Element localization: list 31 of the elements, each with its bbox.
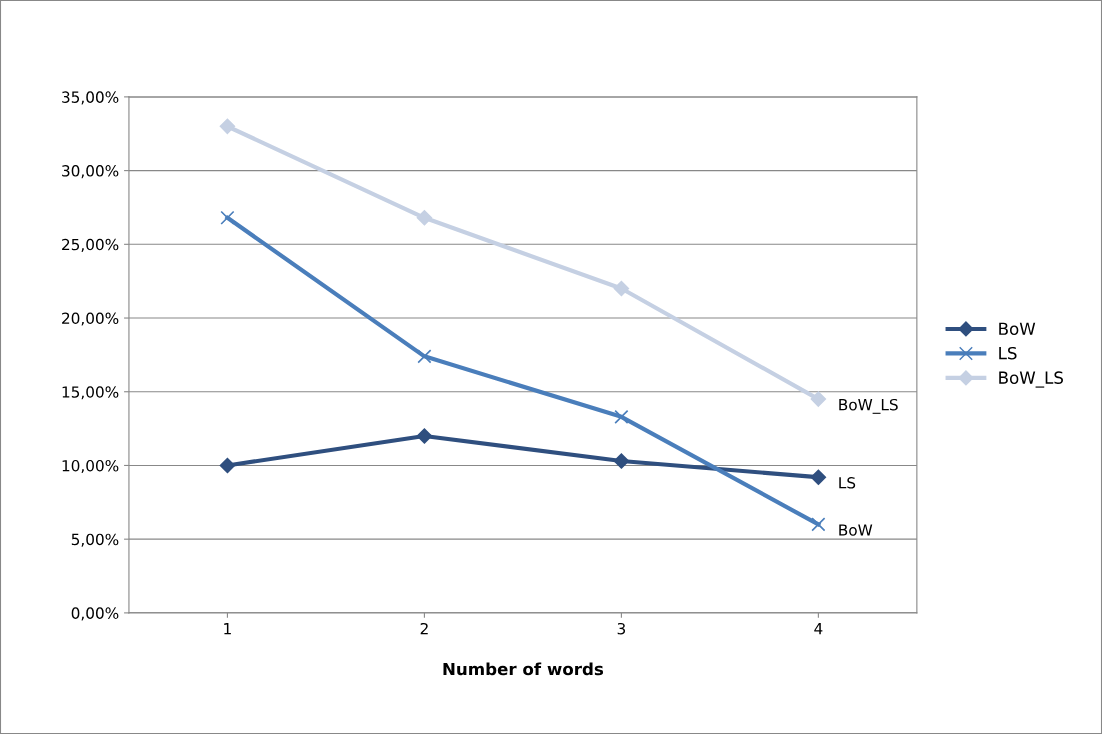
annotation: BoW_LS [839,398,898,414]
point [219,118,236,135]
x-tick-label: 2 [420,622,428,635]
legend-label: BoW [999,322,1036,336]
legend-label: LS [999,346,1017,360]
legend-label: BoW_LS [999,371,1063,388]
x-tick-label: 3 [617,622,626,635]
y-tick-label: 20,00% [62,312,119,326]
x-tick-label: 4 [814,623,823,635]
y-tick-label: 15,00% [62,386,119,400]
point [810,391,827,407]
y-tick-label: 30,00% [62,165,119,179]
point [810,469,827,485]
point [613,280,630,297]
y-tick-label: 0,00% [71,607,119,621]
point [613,453,630,469]
point [811,517,826,532]
point [220,210,235,225]
x-tick-label: 1 [224,623,231,635]
x-axis-title: Number of words [443,662,604,676]
y-tick-label: 25,00% [62,238,119,252]
point [417,349,432,364]
y-tick-label: 35,00% [62,91,119,105]
point [219,457,236,474]
point [416,210,433,226]
annotation: LS [839,477,856,489]
point [416,428,433,444]
point [614,409,629,424]
y-tick-label: 10,00% [62,459,119,474]
annotation: BoW [839,524,873,536]
y-tick-label: 5,00% [71,533,119,547]
